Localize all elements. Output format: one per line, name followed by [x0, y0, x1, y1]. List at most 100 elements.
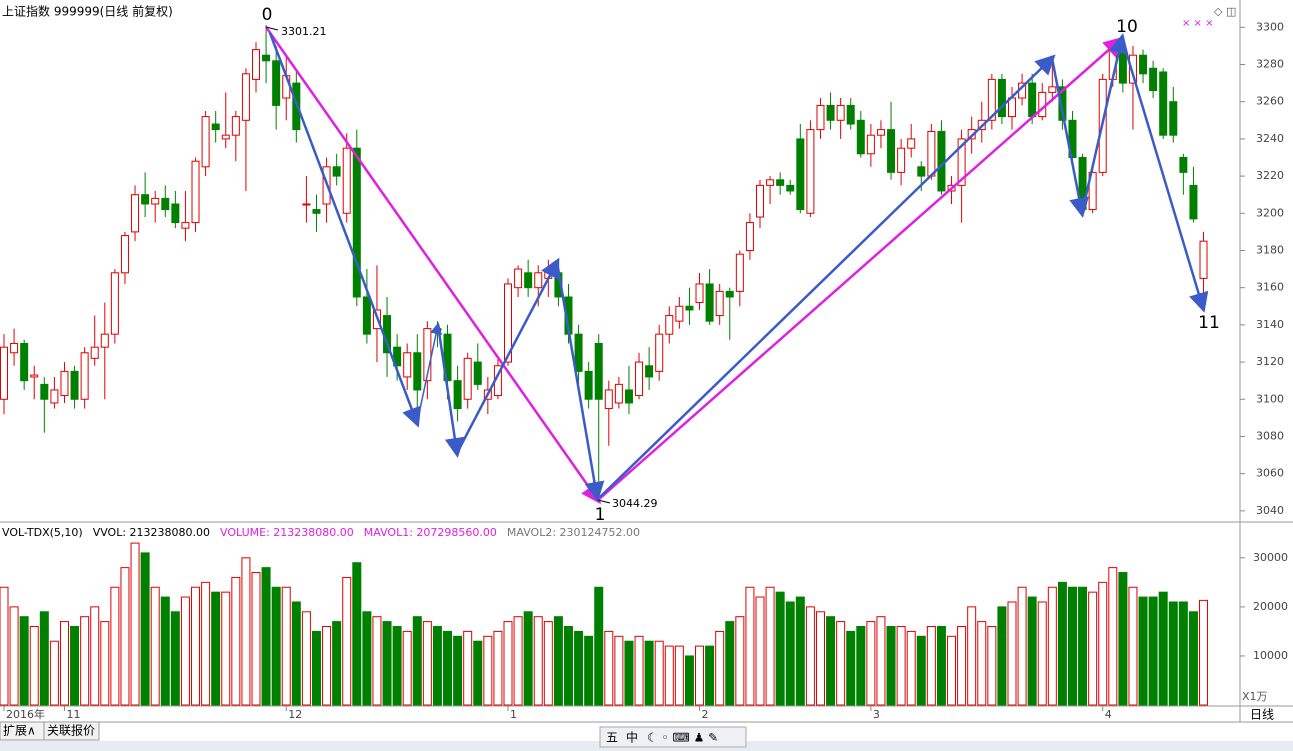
candle-body: [1199, 240, 1208, 279]
volume-bar: [150, 586, 160, 706]
volume-bar: [80, 616, 90, 706]
candle-body: [1159, 71, 1168, 136]
candle-body: [776, 179, 785, 186]
volume-bar: [1178, 601, 1188, 706]
volume-bar: [453, 635, 463, 706]
volume-bar: [987, 626, 997, 706]
volume-bar: [352, 562, 362, 706]
volume-bar: [604, 630, 614, 706]
volume-bar: [432, 626, 442, 706]
candle-body: [362, 296, 371, 335]
window-icons[interactable]: ◇ ◫: [1214, 5, 1236, 18]
candle-body: [453, 380, 462, 410]
volume-bar: [392, 626, 402, 706]
volume-bar: [846, 630, 856, 706]
volume-bar: [372, 616, 382, 706]
volume-bar: [523, 611, 533, 706]
candle-body: [473, 361, 482, 385]
volume-bar: [1007, 601, 1017, 706]
toolbar-button[interactable]: 中: [626, 730, 638, 745]
volume-bar: [130, 542, 140, 706]
volume-bar: [412, 616, 422, 706]
volume-bar: [775, 591, 785, 706]
x-tick-label: 4: [1105, 708, 1112, 721]
volume-bar: [1199, 599, 1209, 706]
candle-body: [766, 179, 775, 186]
volume-bar: [191, 586, 201, 706]
candle-body: [836, 104, 845, 121]
candle-body: [584, 370, 593, 400]
y-tick-label: 3240: [1256, 132, 1284, 145]
candle-body: [110, 272, 119, 335]
candle-body: [131, 194, 140, 233]
candle-body: [816, 104, 825, 131]
annotation: 3301.21: [281, 25, 327, 38]
volume-bar: [1088, 591, 1098, 706]
marker-icon: × × ×: [1182, 18, 1214, 29]
volume-bar: [614, 635, 624, 706]
candle-body: [987, 78, 996, 121]
volume-bar: [342, 576, 352, 706]
candle-body: [685, 305, 694, 311]
volume-bar: [574, 630, 584, 706]
volume-bar: [90, 606, 100, 706]
y-tick-label: 3120: [1256, 355, 1284, 368]
volume-bar: [301, 611, 311, 706]
y-tick-label: 3140: [1256, 318, 1284, 331]
tab[interactable]: [43, 721, 100, 741]
volume-bar: [39, 611, 49, 706]
volume-bar: [644, 640, 654, 706]
candle-body: [272, 60, 281, 106]
x-tick-label: 12: [288, 708, 302, 721]
volume-bar: [543, 621, 553, 706]
candle-body: [786, 184, 795, 192]
volume-bar: [332, 621, 342, 706]
candle-body: [937, 130, 946, 192]
tab-label[interactable]: 关联报价: [47, 723, 95, 738]
volume-bar: [311, 630, 321, 706]
volume-bar: [765, 586, 775, 706]
candle-body: [675, 305, 684, 322]
volume-bar: [9, 606, 19, 706]
candle-body: [1139, 54, 1148, 75]
legend-entry: VOL-TDX(5,10): [2, 526, 83, 539]
candle-body: [725, 290, 734, 298]
volume-bar: [785, 601, 795, 706]
candle-body: [90, 346, 99, 359]
candle-body: [846, 104, 855, 125]
annotation: 11: [1198, 313, 1220, 333]
volume-bar: [826, 616, 836, 706]
volume-bar: [916, 635, 926, 706]
candle-body: [866, 134, 875, 155]
volume-unit: X1万: [1242, 690, 1268, 703]
volume-bar: [947, 635, 957, 706]
candle-body: [614, 383, 623, 404]
y-tick-label: 20000: [1253, 600, 1288, 613]
volume-bar: [906, 630, 916, 706]
volume-bar: [533, 616, 543, 706]
volume-bar: [1188, 611, 1198, 706]
volume-bar: [463, 630, 473, 706]
frame: [0, 0, 1293, 723]
volume-bar: [19, 616, 29, 706]
tab-label[interactable]: 扩展∧: [3, 724, 36, 738]
volume-bar: [745, 586, 755, 706]
volume-bar: [160, 596, 170, 706]
toolbar-button[interactable]: 五: [606, 731, 618, 745]
candle-body: [705, 283, 714, 322]
candle-body: [927, 130, 936, 177]
candle-body: [120, 235, 129, 274]
volume-bar: [291, 601, 301, 706]
y-tick-label: 3260: [1256, 95, 1284, 108]
candle-body: [897, 147, 906, 173]
legend-entry: VVOL: 213238080.00: [93, 526, 210, 539]
y-tick-label: 3300: [1256, 20, 1284, 33]
volume-bar: [977, 621, 987, 706]
candle-body: [20, 342, 29, 382]
y-tick-label: 10000: [1253, 649, 1288, 662]
volume-bar: [1148, 596, 1158, 706]
candle-body: [423, 328, 432, 382]
volume-bar: [896, 626, 906, 706]
toolbar-button[interactable]: ☾ ◦ ⌨ ♟ ✎: [647, 731, 718, 745]
candle-body: [907, 138, 916, 149]
